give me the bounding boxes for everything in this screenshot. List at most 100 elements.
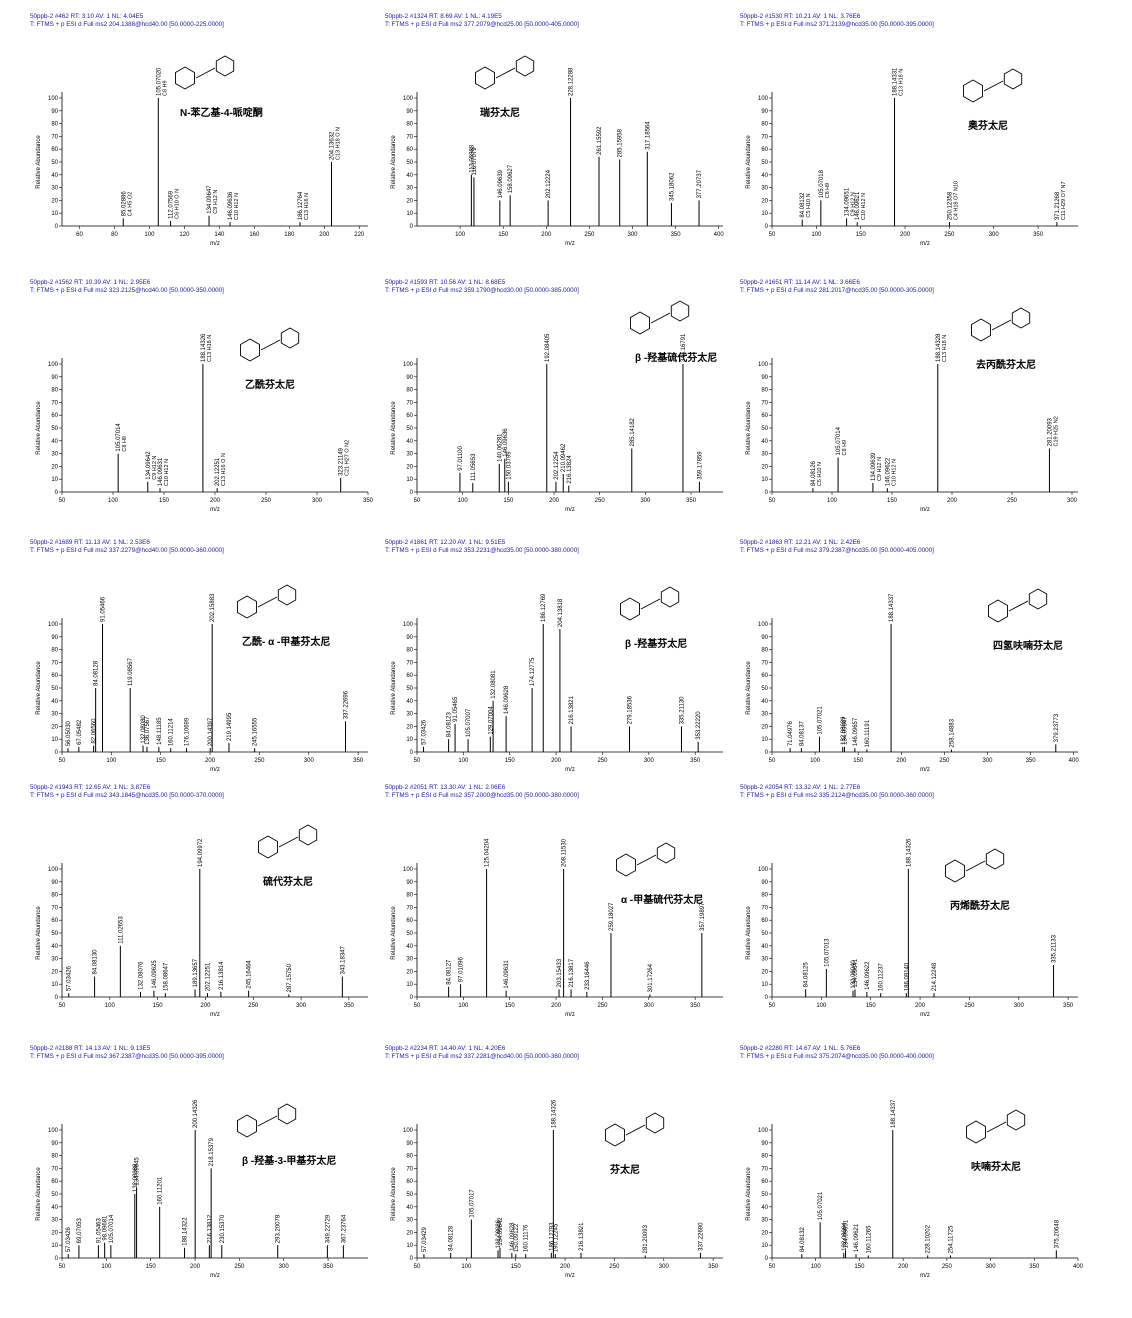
y-tick-label: 60 bbox=[51, 1179, 58, 1185]
y-tick-label: 0 bbox=[55, 750, 59, 756]
peak-label: 84.08132 bbox=[800, 192, 806, 218]
y-tick-label: 80 bbox=[761, 388, 768, 394]
x-tick-label: 250 bbox=[254, 758, 265, 764]
peak-label: 216.13824 bbox=[567, 455, 573, 484]
scan-header: 50ppb-2 #1861 RT: 12.20 AV: 1 NL: 9.51E5 bbox=[385, 539, 506, 546]
y-tick-label: 60 bbox=[761, 147, 768, 153]
filter-header: T: FTMS + p ESI d Full ms2 367.2387@hcd3… bbox=[30, 1053, 224, 1060]
y-tick-label: 20 bbox=[51, 724, 58, 730]
peak-label: 228.10202 bbox=[926, 1224, 932, 1253]
scan-header: 50ppb-2 #1593 RT: 10.56 AV: 1 NL: 8.68E5 bbox=[385, 279, 506, 286]
bond-sketch bbox=[965, 860, 986, 872]
compound-name: 呋喃芬太尼 bbox=[971, 1160, 1021, 1173]
peak-label: 134.09651 bbox=[845, 187, 851, 216]
peak-label: 259.18027 bbox=[609, 902, 615, 931]
bond-sketch bbox=[983, 80, 1004, 92]
peak-label: 160.11201 bbox=[158, 1176, 164, 1205]
y-tick-label: 60 bbox=[761, 413, 768, 419]
filter-header: T: FTMS + p ESI d Full ms2 379.2387@hcd3… bbox=[740, 547, 934, 554]
x-tick-label: 100 bbox=[811, 1264, 822, 1270]
x-tick-label: 350 bbox=[1026, 758, 1037, 764]
x-tick-label: 50 bbox=[414, 498, 421, 504]
x-tick-label: 150 bbox=[511, 1264, 522, 1270]
peak-label: 105.07021 bbox=[818, 1191, 824, 1220]
piperidine-ring-sketch bbox=[988, 599, 1008, 623]
filter-header: T: FTMS + p ESI d Full ms2 335.2124@hcd3… bbox=[740, 792, 934, 799]
peak-label: 208.11530 bbox=[562, 838, 568, 867]
x-tick-label: 220 bbox=[354, 232, 365, 238]
benzene-ring-sketch bbox=[1006, 1109, 1026, 1131]
peak-label: 357.19897 bbox=[700, 902, 706, 931]
x-tick-label: 250 bbox=[939, 758, 950, 764]
bond-sketch bbox=[991, 319, 1012, 331]
peak-label: 200.14326 bbox=[193, 1099, 199, 1128]
y-axis-label: Relative Abundance bbox=[746, 135, 752, 189]
x-tick-label: 160 bbox=[249, 232, 260, 238]
x-tick-label: 150 bbox=[505, 1003, 516, 1009]
peak-label: 140.06281 bbox=[497, 433, 503, 462]
y-tick-label: 10 bbox=[51, 737, 58, 743]
peak-label: 71.04976 bbox=[788, 720, 794, 746]
peak-label: 216.13821 bbox=[569, 695, 575, 724]
y-tick-label: 80 bbox=[761, 122, 768, 128]
peak-label: 202.12251 bbox=[205, 962, 211, 991]
y-tick-label: 100 bbox=[48, 362, 59, 368]
x-tick-label: 200 bbox=[549, 498, 560, 504]
peak-label: 335.21130 bbox=[679, 696, 685, 725]
y-tick-label: 0 bbox=[55, 995, 59, 1001]
y-tick-label: 60 bbox=[51, 147, 58, 153]
compound-name: β -羟基硫代芬太尼 bbox=[635, 351, 717, 364]
spectrum-panel: 50ppb-2 #1863 RT: 12.21 AV: 1 NL: 2.42E6… bbox=[740, 539, 1085, 795]
spectrum-panel: 50ppb-2 #2054 RT: 13.32 AV: 1 NL: 2.77E6… bbox=[740, 784, 1085, 1040]
piperidine-ring-sketch bbox=[971, 318, 991, 342]
peak-label: 134.09647 bbox=[842, 716, 848, 745]
bond-sketch bbox=[195, 67, 216, 79]
x-tick-label: 80 bbox=[111, 232, 118, 238]
peak-label: 113.05988 bbox=[469, 144, 475, 173]
scan-header: 50ppb-2 #1689 RT: 11.13 AV: 1 NL: 2.53E6 bbox=[30, 539, 150, 546]
y-tick-label: 30 bbox=[406, 712, 413, 718]
bond-sketch bbox=[650, 312, 671, 324]
y-tick-label: 40 bbox=[406, 699, 413, 705]
x-tick-label: 350 bbox=[708, 1264, 719, 1270]
peak-label: 281.20093 bbox=[1047, 417, 1053, 446]
peak-label: 105.07014 bbox=[836, 426, 842, 455]
x-tick-label: 150 bbox=[159, 498, 170, 504]
y-tick-label: 100 bbox=[403, 867, 414, 873]
y-tick-label: 60 bbox=[406, 147, 413, 153]
y-tick-label: 0 bbox=[765, 1256, 769, 1262]
filter-header: T: FTMS + p ESI d Full ms2 359.1790@hcd3… bbox=[385, 287, 579, 294]
peak-label: 67.05482 bbox=[77, 719, 83, 745]
filter-header: T: FTMS + p ESI d Full ms2 375.2074@hcd3… bbox=[740, 1053, 934, 1060]
x-tick-label: 150 bbox=[853, 758, 864, 764]
bond-sketch bbox=[986, 1121, 1007, 1133]
peak-label: 367.23764 bbox=[341, 1214, 347, 1243]
x-tick-label: 300 bbox=[1067, 498, 1078, 504]
peak-label: 146.09622 bbox=[865, 961, 871, 990]
x-tick-label: 350 bbox=[1063, 1003, 1074, 1009]
peak-formula: C10 H12 N bbox=[164, 459, 170, 486]
x-tick-label: 300 bbox=[1014, 1003, 1025, 1009]
peak-label: 200.14397 bbox=[208, 717, 214, 746]
y-axis-label: Relative Abundance bbox=[36, 1167, 42, 1221]
peak-label: 192.08405 bbox=[545, 333, 551, 362]
peak-label: 261.15592 bbox=[597, 126, 603, 155]
bond-sketch bbox=[257, 596, 278, 608]
compound-name: 乙酰芬太尼 bbox=[245, 378, 295, 391]
peak-label: 216.13817 bbox=[569, 958, 575, 987]
y-axis-label: Relative Abundance bbox=[36, 401, 42, 455]
x-tick-label: 50 bbox=[414, 1003, 421, 1009]
peak-label: 56.05030 bbox=[66, 720, 72, 746]
compound-name: 丙烯酰芬太尼 bbox=[950, 899, 1010, 912]
peak-label: 84.08125 bbox=[804, 962, 810, 988]
y-tick-label: 90 bbox=[51, 1141, 58, 1147]
y-tick-label: 10 bbox=[406, 1243, 413, 1249]
y-tick-label: 0 bbox=[55, 224, 59, 230]
spectrum-panel: 50ppb-2 #1324 RT: 8.69 AV: 1 NL: 4.19E5 T… bbox=[385, 13, 730, 269]
compound-name: β -羟基芬太尼 bbox=[625, 637, 687, 650]
peak-label: 204.13818 bbox=[558, 598, 564, 627]
x-tick-label: 300 bbox=[982, 758, 993, 764]
peak-label: 353.22220 bbox=[696, 711, 702, 740]
peak-label: 377.20737 bbox=[697, 169, 703, 198]
peak-label: 160.11265 bbox=[866, 1225, 872, 1254]
